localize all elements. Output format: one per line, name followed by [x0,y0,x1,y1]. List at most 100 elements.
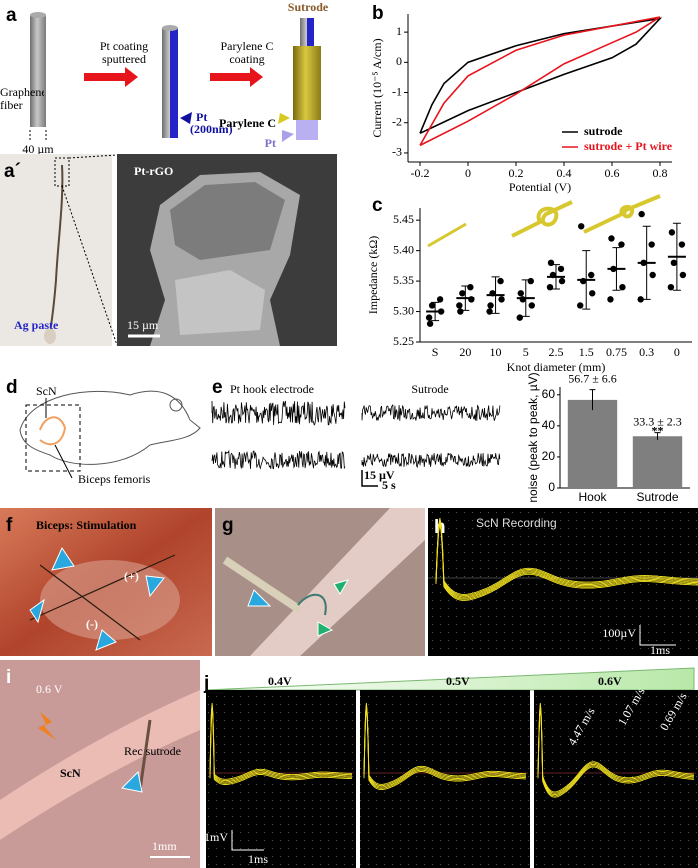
x-axis-label: Knot diameter (mm) [507,360,606,374]
x-tick-label: 0.8 [653,166,668,180]
panel-b: b -0.2 0 0.2 0.4 0.6 0.8 -3 -2 -1 0 1 sutrodesutrod… [370,3,673,194]
sem-texture [170,182,285,260]
voltage-label: 0.6V [598,674,622,688]
pt-label: Pt [196,110,207,124]
graphene-fiber-drawing [30,15,46,127]
y-tick-label: -1 [392,84,402,98]
point [487,302,494,309]
point [486,308,493,315]
pt-tip [296,120,318,140]
waveform [209,702,352,780]
sem-title: Pt-rGO [134,164,173,178]
fiber-label: Graphene fiber [0,86,44,112]
x-tick-label: 0 [674,345,680,359]
waveform [363,706,526,789]
noise-trace [211,400,346,426]
panel-label: i [6,667,11,688]
point [428,302,436,309]
waveform [363,708,526,791]
x-tick-label: 0.6 [605,166,620,180]
trace-label: Sutrode [411,382,448,396]
point [528,302,535,309]
y-tick-label: -2 [392,114,402,128]
point [527,277,534,285]
noise-trace [211,449,346,470]
dashed-box [25,404,81,472]
scale-label: 15 µm [127,318,159,332]
value-label: 56.7 ± 6.6 [568,371,617,385]
waveform [435,517,698,595]
point [516,314,523,321]
sem-texture [175,270,265,335]
bar [632,436,683,488]
plus-label: (+) [124,569,139,583]
x-tick-label: Sutrode [636,490,678,504]
step-label: Parylene C coating [220,40,274,66]
waveform [363,702,526,785]
panel-label: c [372,195,383,216]
y-tick-label: 60 [542,387,556,401]
panel-label: g [222,515,234,536]
pointer [54,444,73,479]
panel-d: d ScN Biceps femoris [6,377,201,486]
point [678,241,686,248]
x-tick-label: 2.5 [549,345,564,359]
arrow [84,67,138,87]
y-tick-label: 20 [542,449,556,463]
arrowhead [145,575,165,598]
point [426,320,434,327]
point [498,296,505,303]
pointer [282,130,294,142]
scale-v: 100µV [602,626,636,640]
panel-i: i 0.6 V ScN Rec sutrode 1mm [0,660,200,868]
scale-t: 1ms [650,643,670,657]
point [549,271,557,279]
fiber-top [162,25,178,31]
nerve [250,508,425,656]
noise-trace [361,452,501,469]
point [607,296,614,303]
waveform [435,522,698,600]
y-tick-label: 0 [396,54,402,68]
x-tick-label: 0.4 [557,166,572,180]
y-axis-label: Impedance (kΩ) [366,236,380,315]
annotation: ** [652,423,664,437]
pt-layer [170,28,178,138]
arrowhead [120,770,143,793]
arrowhead [333,579,350,595]
x-tick-label: 0 [465,166,471,180]
point [667,283,675,291]
arrowhead [29,598,45,624]
sutrode-label: Sutrode [288,0,329,14]
point [668,229,676,236]
mouse-ear [169,398,183,412]
point [619,283,626,291]
label-box: Graphene fiber [0,86,44,112]
point [679,271,687,279]
point [648,241,655,248]
waveform [537,704,695,794]
point [577,302,584,309]
cv-curve [419,17,663,135]
bar [567,399,618,488]
scn-label: ScN [36,384,57,398]
point [459,290,466,297]
legend-label: sutrode [584,124,623,138]
ag-paste-label: Ag paste [14,318,59,332]
panel-e: e Pt hook electrode Sutrode 15 µV 5 s 0 2… [211,371,690,504]
point [547,259,555,267]
x-axis-label: Potential (V) [509,180,571,194]
ag-paste-blob [44,328,56,344]
point [436,296,444,303]
step-label: Pt coating sputtered [99,40,149,66]
y-tick-label: 5.30 [393,303,414,317]
point [489,290,496,297]
x-tick-label: 0.2 [509,166,524,180]
knot-icon [427,222,467,248]
suture [297,593,327,616]
point [588,271,595,279]
pt-tip-label: Pt [265,136,276,150]
point [640,259,647,267]
muscle [40,560,180,640]
